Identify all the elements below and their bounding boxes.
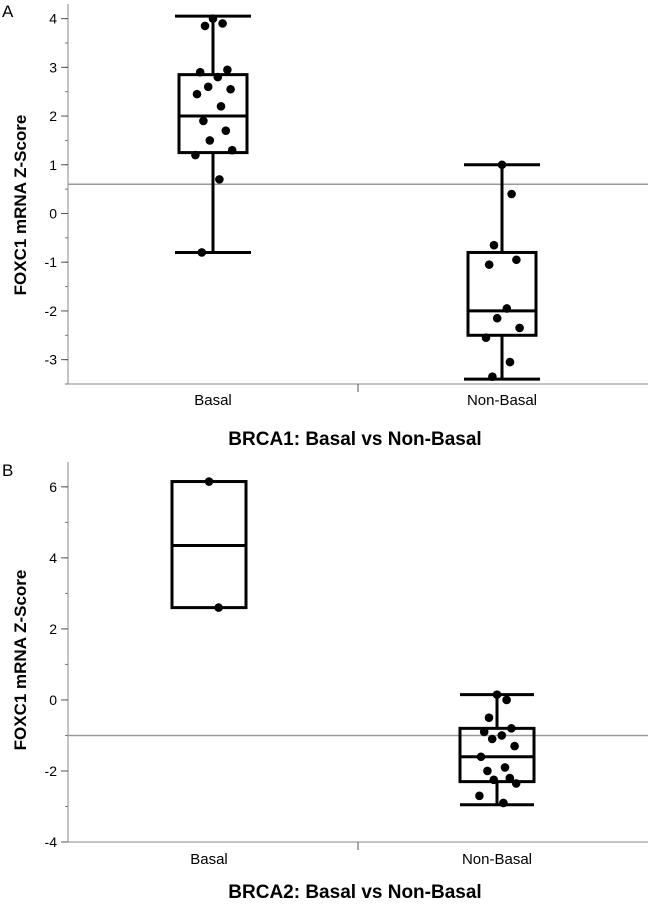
panel-b-data-point-non-basal	[510, 741, 519, 751]
panel-a-box-non-basal	[466, 250, 538, 337]
panel-b-box-non-basal	[458, 726, 536, 784]
panel-a-y-tick-label: 4	[49, 11, 57, 27]
panel-b-y-tick-label: -2	[45, 763, 58, 779]
panel-a-data-point-non-basal	[515, 323, 524, 333]
panel-a-x-tick-label-basal: Basal	[194, 392, 232, 409]
panel-a-data-point-basal	[199, 116, 208, 126]
panel-b-points	[204, 477, 521, 808]
panel-a-y-tick-label: 2	[49, 108, 57, 124]
panel-a-data-point-basal	[221, 126, 231, 135]
panel-b-y-axis-label: FOXC1 mRNA Z-Score	[11, 570, 30, 751]
panel-a-x-axis-title: BRCA1: Basal vs Non-Basal	[228, 429, 481, 450]
panel-a-data-point-basal	[226, 84, 235, 94]
panel-a-data-point-basal	[227, 145, 237, 155]
panel-a-data-point-basal	[200, 21, 210, 31]
panel-b-y-tick-label: -4	[45, 834, 58, 850]
panel-a: A FOXC1 mRNA Z-Score -3 -2 -1 0 1 2 3 4 Basal No…	[2, 2, 648, 450]
panel-b-y-axis: -4 -2 0 2 4 6	[45, 479, 68, 850]
panel-a-data-point-basal	[223, 65, 232, 75]
panel-b-data-point-non-basal	[497, 731, 507, 740]
panel-b-data-point-non-basal	[507, 724, 516, 733]
panel-a-data-point-non-basal	[502, 304, 512, 313]
panel-a-data-point-basal	[208, 14, 218, 23]
panel-a-data-point-non-basal	[492, 313, 502, 323]
panel-b-data-point-non-basal	[500, 763, 510, 772]
panel-a-data-point-basal	[191, 150, 200, 160]
panel-a-data-point-non-basal	[488, 372, 497, 381]
panel-a-data-point-non-basal	[484, 260, 494, 269]
panel-a-y-axis: -3 -2 -1 0 1 2 3 4	[45, 11, 68, 385]
panel-a-data-point-basal	[216, 102, 226, 111]
panel-a-data-point-non-basal	[505, 357, 515, 367]
panel-a-y-tick-label: -3	[45, 352, 58, 368]
panel-b-y-tick-label: 6	[49, 479, 57, 495]
panel-b-data-point-non-basal	[489, 775, 499, 785]
panel-a-data-point-basal	[192, 89, 202, 99]
panel-b-data-point-non-basal	[476, 752, 486, 762]
panel-a-data-point-non-basal	[507, 189, 516, 199]
panel-a-points	[191, 14, 524, 381]
panel-b-data-point-non-basal	[487, 734, 497, 744]
panel-b-data-point-non-basal	[511, 779, 521, 788]
panel-a-y-tick-label: 3	[49, 59, 57, 75]
panel-b-y-tick-label: 4	[49, 550, 57, 566]
panel-b-data-point-non-basal	[484, 713, 494, 723]
panel-b-data-point-non-basal	[475, 791, 484, 801]
panel-b: B FOXC1 mRNA Z-Score -4 -2 0 2 4 6 Basal Non-B…	[2, 461, 648, 903]
panel-b-x-tick-label-basal: Basal	[190, 851, 228, 868]
panel-a-y-axis-label: FOXC1 mRNA Z-Score	[11, 115, 30, 296]
panel-a-data-point-non-basal	[512, 255, 521, 265]
panel-b-data-point-basal	[204, 477, 214, 486]
panel-a-data-point-basal	[215, 175, 224, 184]
panel-a-y-tick-label: -1	[45, 254, 58, 270]
panel-b-data-point-basal	[214, 603, 223, 612]
panel-b-x-tick-label-non-basal: Non-Basal	[462, 851, 532, 868]
panel-a-x-axis: Basal Non-Basal	[194, 384, 537, 409]
panel-a-data-point-non-basal	[497, 160, 507, 170]
panel-b-data-point-non-basal	[502, 695, 511, 705]
panel-a-y-tick-label: 1	[49, 157, 57, 173]
panel-a-data-point-non-basal	[481, 333, 491, 343]
panel-letter-b: B	[2, 461, 13, 480]
panel-a-y-tick-label: 0	[49, 205, 57, 221]
panel-a-box-basal	[177, 73, 249, 155]
panel-a-data-point-basal	[203, 82, 213, 92]
panel-b-y-tick-label: 0	[49, 692, 57, 708]
panel-b-data-point-non-basal	[505, 773, 515, 783]
panel-a-data-point-basal	[218, 19, 227, 28]
panel-a-y-tick-label: -2	[45, 303, 58, 319]
panel-b-y-tick-label: 2	[49, 621, 57, 637]
panel-a-data-point-basal	[197, 248, 207, 257]
panel-b-data-point-non-basal	[483, 766, 492, 776]
panel-b-x-axis: Basal Non-Basal	[190, 842, 532, 868]
panel-a-data-point-basal	[205, 136, 215, 145]
panel-b-x-axis-title: BRCA2: Basal vs Non-Basal	[228, 882, 481, 903]
panel-a-x-tick-label-non-basal: Non-Basal	[467, 392, 537, 409]
panel-b-data-point-non-basal	[479, 727, 489, 737]
panel-letter-a: A	[2, 2, 14, 21]
panel-a-data-point-basal	[213, 72, 223, 82]
panel-a-data-point-basal	[195, 67, 205, 77]
panel-b-data-point-non-basal	[499, 798, 508, 808]
panel-b-data-point-non-basal	[492, 690, 502, 699]
panel-a-data-point-non-basal	[489, 240, 499, 250]
